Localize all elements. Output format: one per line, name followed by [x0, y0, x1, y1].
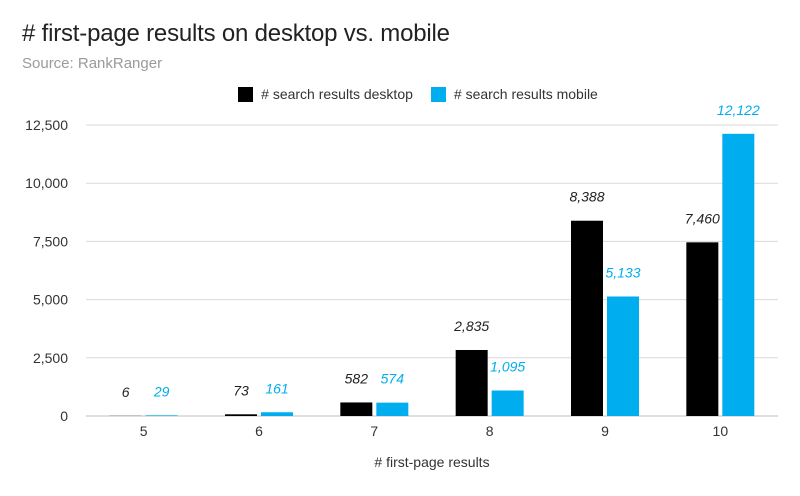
data-label-desktop: 2,835: [453, 318, 489, 334]
data-label-desktop: 73: [233, 382, 249, 398]
legend-label-mobile: # search results mobile: [453, 86, 598, 102]
legend-label-desktop: # search results desktop: [261, 86, 413, 102]
data-label-mobile: 12,122: [717, 102, 760, 118]
y-tick-label: 2,500: [33, 350, 68, 366]
data-label-mobile: 5,133: [605, 265, 640, 281]
y-tick-label: 12,500: [25, 117, 68, 133]
y-tick-label: 5,000: [33, 292, 68, 308]
bar-desktop: [686, 242, 719, 416]
chart-subtitle: Source: RankRanger: [22, 55, 163, 72]
bar-desktop: [225, 414, 257, 416]
x-tick-label: 8: [486, 423, 494, 439]
data-label-desktop: 8,388: [569, 189, 604, 205]
legend-item-desktop: # search results desktop: [238, 86, 413, 102]
chart-legend: # search results desktop # search result…: [18, 86, 800, 102]
data-label-desktop: 6: [122, 384, 130, 400]
x-tick-label: 9: [601, 423, 609, 439]
x-tick-label: 6: [255, 423, 263, 439]
data-label-mobile: 574: [381, 371, 405, 387]
bar-desktop: [571, 220, 603, 416]
bar-mobile: [145, 415, 178, 416]
y-tick-label: 7,500: [33, 233, 68, 249]
bar-desktop: [340, 402, 373, 416]
data-label-mobile: 161: [265, 380, 288, 396]
data-label-mobile: 29: [153, 383, 170, 399]
y-tick-label: 10,000: [25, 175, 68, 191]
data-label-mobile: 1,095: [490, 359, 525, 375]
x-tick-label: 10: [713, 423, 729, 439]
bar-mobile: [491, 390, 524, 416]
legend-item-mobile: # search results mobile: [430, 86, 598, 102]
bar-mobile: [376, 402, 409, 416]
y-tick-label: 0: [60, 408, 68, 424]
data-label-desktop: 582: [345, 370, 369, 386]
legend-swatch-mobile: [430, 86, 446, 102]
x-axis-title: # first-page results: [374, 454, 489, 470]
bar-mobile: [722, 133, 755, 416]
chart-title: # first-page results on desktop vs. mobi…: [22, 20, 450, 47]
bar-mobile: [261, 412, 293, 416]
x-tick-label: 7: [370, 423, 378, 439]
data-label-desktop: 7,460: [685, 210, 720, 226]
bar-desktop: [455, 350, 488, 416]
legend-swatch-desktop: [238, 86, 254, 102]
bar-mobile: [607, 296, 639, 416]
x-tick-label: 5: [140, 423, 148, 439]
